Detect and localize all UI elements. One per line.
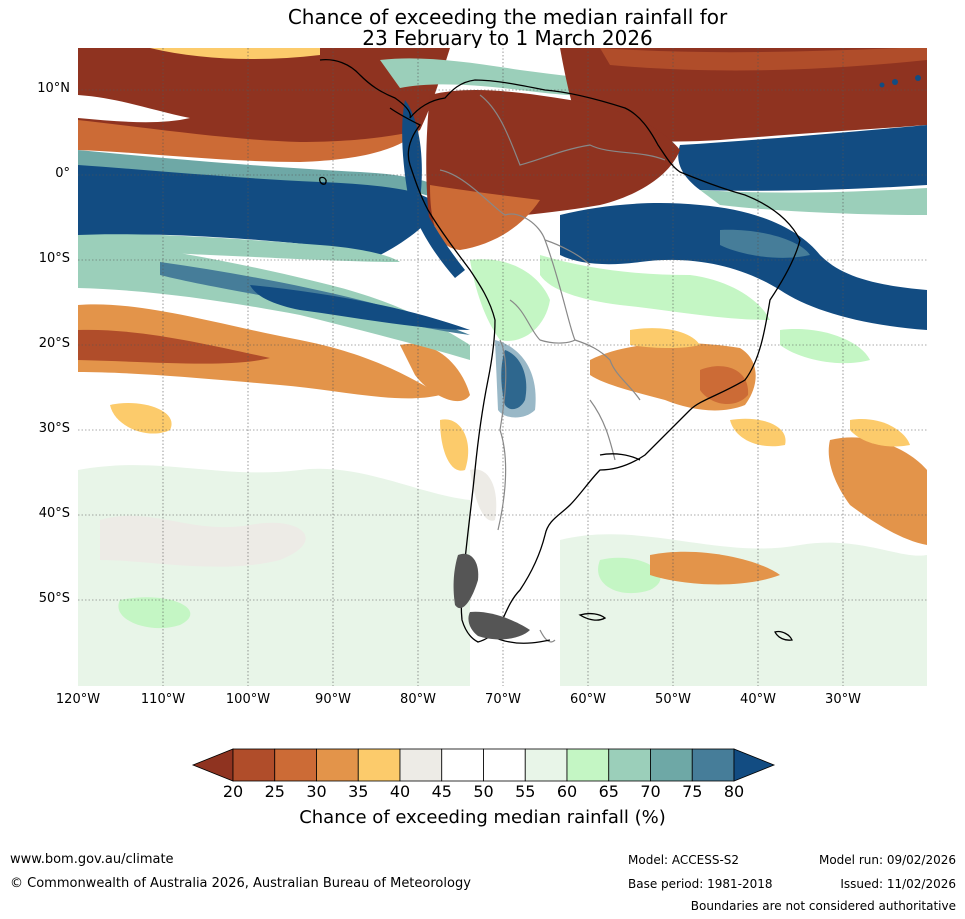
lon-label-110w: 110°W <box>140 692 186 707</box>
colorbar-tick-label: 35 <box>348 782 369 801</box>
footer-copyright: © Commonwealth of Australia 2026, Austra… <box>10 876 471 891</box>
island-spot <box>879 82 885 88</box>
lon-label-30w: 30°W <box>825 692 861 707</box>
east-pacific-dry-band <box>78 304 440 399</box>
colorbar-tick-label: 60 <box>556 782 578 801</box>
colorbar-cell <box>608 748 651 782</box>
lat-label-10s: 10°S <box>38 251 70 266</box>
lon-label-50w: 50°W <box>655 692 691 707</box>
coastline <box>319 58 801 644</box>
north-atlantic-dry-edge <box>600 48 927 71</box>
north-pacific-white-gap-2 <box>150 48 320 60</box>
colorbar-tick-label: 30 <box>306 782 327 801</box>
colorbar-cell <box>274 748 317 782</box>
pacific-orange-patch <box>110 402 172 434</box>
colorbar-tick-label: 80 <box>723 782 745 801</box>
amazon-dry-region <box>426 90 680 228</box>
brazil-wet-band <box>560 203 927 330</box>
south-atlantic-dry <box>828 437 927 545</box>
north-atlantic-dry-band <box>560 48 927 142</box>
atlantic-wet-band <box>678 125 927 191</box>
colorbar-cell <box>441 748 484 782</box>
lat-label-10n: 10°N <box>37 81 70 96</box>
north-pacific-white-gap <box>78 95 190 123</box>
footer-model: Model: ACCESS-S2 <box>628 853 740 867</box>
south-green-patches <box>78 465 470 686</box>
south-green-bright-2 <box>118 597 191 629</box>
lat-label-0: 0° <box>55 166 70 181</box>
footer-base-period: Base period: 1981-2018 <box>628 877 773 891</box>
lon-label-100w: 100°W <box>225 692 271 707</box>
colorbar-tick-label: 55 <box>515 782 536 801</box>
north-pacific-dry-edge <box>78 120 420 162</box>
colorbar-tick-label: 20 <box>222 782 244 801</box>
andes-wet-strip <box>402 100 465 278</box>
footer-disclaimer: Boundaries are not considered authoritat… <box>690 899 956 913</box>
colorbar-cell <box>316 748 359 782</box>
south-grey-patches <box>100 515 306 567</box>
colorbar-tick-label: 50 <box>473 782 494 801</box>
colorbar-title: Chance of exceeding median rainfall (%) <box>299 807 666 828</box>
chile-islands <box>453 553 530 640</box>
se-brazil-dry-edge <box>630 328 700 349</box>
colorbar-cell <box>650 748 693 782</box>
argentina-grey <box>470 469 497 521</box>
island-spot <box>915 75 921 81</box>
footer-model-run: Model run: 09/02/2026 <box>818 853 956 867</box>
map-title-line1: Chance of exceeding the median rainfall … <box>287 5 728 29</box>
map-title-line2: 23 February to 1 March 2026 <box>362 26 653 50</box>
pacific-orange-patch-3 <box>440 419 469 471</box>
equatorial-band-south-edge <box>78 234 400 262</box>
colorbar-tick-label: 70 <box>640 782 661 801</box>
brazil-green-band <box>540 255 770 320</box>
colorbar-cell <box>524 748 568 782</box>
south-atlantic-yellow <box>730 418 786 447</box>
east-pacific-dry-core <box>78 329 270 364</box>
pacific-orange-patch-2 <box>400 343 470 402</box>
lon-label-60w: 60°W <box>570 692 606 707</box>
colorbar-extend-high <box>733 748 776 782</box>
amazon-dry-edge <box>430 185 540 250</box>
south-atlantic-orange <box>650 551 780 585</box>
brazil-teal-patch <box>720 229 810 258</box>
south-green-bright <box>598 557 661 594</box>
colorbar-cell <box>691 748 735 782</box>
se-brazil-dry-core <box>700 366 749 405</box>
colorbar-tick-label: 75 <box>682 782 703 801</box>
lat-label-20s: 20°S <box>38 336 70 351</box>
colorbar-extend-low <box>191 748 234 782</box>
atlantic-teal-edge <box>700 188 927 215</box>
lon-label-120w: 120°W <box>55 692 101 707</box>
lon-label-70w: 70°W <box>485 692 521 707</box>
lat-label-40s: 40°S <box>38 506 70 521</box>
lon-label-90w: 90°W <box>315 692 351 707</box>
lon-label-40w: 40°W <box>740 692 776 707</box>
colorbar-tick-label: 65 <box>598 782 619 801</box>
colorbar-tick-label: 25 <box>264 782 285 801</box>
north-pacific-dry-band <box>78 48 450 150</box>
footer-issued: Issued: 11/02/2026 <box>840 877 956 891</box>
colorbar-tick-label: 40 <box>389 782 411 801</box>
south-atlantic-dry-edge <box>850 419 910 447</box>
atlantic-green-patch <box>780 329 870 364</box>
island-spot <box>892 79 898 85</box>
colorbar-cell <box>357 748 401 782</box>
lat-label-50s: 50°S <box>38 591 70 606</box>
colorbar-tick-label: 45 <box>431 782 452 801</box>
equatorial-wet-band <box>78 160 440 255</box>
lon-label-80w: 80°W <box>400 692 436 707</box>
colorbar-cell <box>232 748 276 782</box>
footer-url[interactable]: www.bom.gov.au/climate <box>10 852 174 867</box>
colorbar-cell <box>483 748 526 782</box>
pacific-blue-streak <box>250 285 470 330</box>
colorbar-cell <box>566 748 610 782</box>
colorbar <box>191 748 776 782</box>
country-borders <box>439 94 666 643</box>
colorbar-cell <box>399 748 443 782</box>
lat-label-30s: 30°S <box>38 421 70 436</box>
